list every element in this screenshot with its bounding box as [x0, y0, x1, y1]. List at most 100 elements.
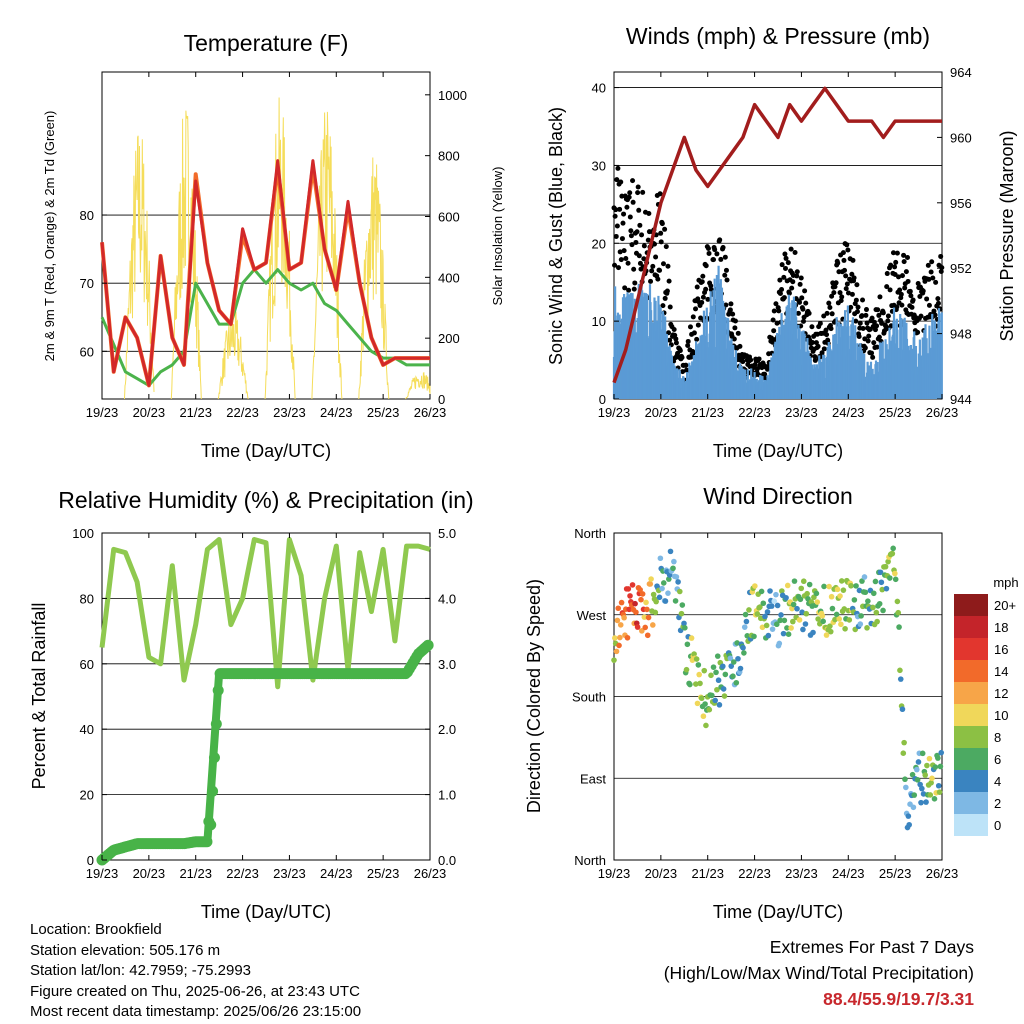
- direction-point: [693, 681, 699, 687]
- gust-point: [633, 239, 639, 245]
- temperature-x-label: Time (Day/UTC): [201, 441, 331, 461]
- direction-point: [804, 590, 810, 597]
- gust-point: [905, 254, 911, 260]
- gust-point: [700, 294, 706, 300]
- gust-point: [703, 286, 709, 292]
- gust-point: [929, 259, 935, 265]
- gust-point: [856, 334, 862, 340]
- gust-point: [790, 279, 796, 285]
- x-tick-label: 21/23: [691, 405, 724, 420]
- direction-point: [660, 580, 667, 586]
- gust-point: [612, 213, 618, 219]
- direction-point: [890, 545, 896, 552]
- gust-point: [797, 281, 803, 287]
- y-tick-label: 80: [80, 208, 94, 223]
- direction-point: [746, 607, 752, 613]
- gust-point: [849, 271, 855, 277]
- legend-label: 2: [994, 796, 1001, 811]
- solar-curve: [264, 97, 296, 400]
- x-tick-label: 26/23: [926, 866, 959, 881]
- direction-point: [897, 667, 903, 674]
- direction-point: [740, 644, 746, 651]
- gust-point: [693, 306, 699, 312]
- gust-point: [617, 206, 623, 212]
- gust-point: [762, 371, 768, 377]
- legend-swatch: [954, 682, 988, 704]
- direction-point: [695, 662, 702, 668]
- x-tick-label: 26/23: [414, 866, 447, 881]
- direction-point: [856, 587, 863, 594]
- y-tick-label: 944: [950, 392, 972, 407]
- gust-point: [650, 263, 656, 269]
- gust-point: [839, 294, 845, 300]
- direction-point: [919, 785, 925, 792]
- gust-point: [821, 346, 827, 352]
- direction-point: [864, 625, 870, 631]
- gust-point: [649, 268, 655, 274]
- gust-point: [659, 221, 665, 227]
- gust-point: [939, 265, 945, 271]
- gust-point: [630, 178, 636, 184]
- y-tick-label: 948: [950, 327, 972, 342]
- legend-swatch: [954, 638, 988, 660]
- gust-point: [915, 329, 921, 335]
- gust-point: [865, 338, 871, 344]
- y-tick-label: 60: [80, 344, 94, 359]
- direction-point: [834, 586, 841, 593]
- direction-point: [800, 626, 806, 633]
- gust-point: [667, 304, 673, 310]
- gust-point: [817, 320, 823, 326]
- gust-point: [636, 253, 642, 259]
- dewpoint-line: [100, 268, 430, 387]
- gust-point: [612, 262, 618, 268]
- direction-point: [821, 583, 827, 590]
- direction-point: [639, 591, 646, 597]
- gust-point: [826, 300, 832, 306]
- gust-point: [615, 165, 621, 171]
- direction-point: [861, 574, 868, 580]
- direction-point: [819, 613, 826, 619]
- direction-point: [887, 575, 893, 581]
- y-tick-label: 600: [438, 209, 460, 224]
- gust-point: [662, 226, 668, 232]
- precip-line: [99, 640, 433, 864]
- gust-point: [893, 259, 899, 265]
- gust-point: [902, 285, 908, 291]
- direction-point: [614, 617, 621, 624]
- gust-point: [892, 264, 898, 270]
- direction-point: [625, 586, 632, 592]
- direction-point: [637, 586, 643, 593]
- gust-point: [926, 276, 932, 282]
- direction-point: [919, 750, 926, 757]
- temperature-y-label: 2m & 9m T (Red, Orange) & 2m Td (Green): [42, 111, 57, 362]
- direction-point: [935, 782, 942, 789]
- direction-point: [638, 596, 644, 603]
- y-tick-label: 960: [950, 130, 972, 145]
- gust-point: [657, 267, 663, 273]
- direction-point: [618, 599, 625, 606]
- direction-point: [877, 569, 884, 576]
- direction-point: [641, 614, 648, 620]
- direction-point: [815, 616, 821, 622]
- direction-point: [833, 611, 840, 618]
- direction-point: [715, 677, 722, 684]
- solar-series: [124, 97, 431, 400]
- gust-point: [700, 273, 706, 279]
- y-tick-label: 1000: [438, 88, 467, 103]
- x-tick-label: 25/23: [367, 405, 400, 420]
- y-tick-label: 40: [592, 81, 606, 96]
- gust-point: [776, 308, 782, 314]
- gust-point: [806, 310, 812, 316]
- wind-series: [612, 265, 943, 399]
- gust-point: [717, 237, 723, 243]
- y-tick-label: 3.0: [438, 657, 456, 672]
- legend-label: 6: [994, 752, 1001, 767]
- direction-point: [841, 606, 848, 612]
- gust-point: [625, 260, 631, 266]
- direction-point: [741, 624, 748, 630]
- x-tick-label: 19/23: [598, 405, 631, 420]
- direction-point: [802, 621, 809, 627]
- gust-point: [850, 257, 856, 263]
- gust-point: [837, 290, 843, 296]
